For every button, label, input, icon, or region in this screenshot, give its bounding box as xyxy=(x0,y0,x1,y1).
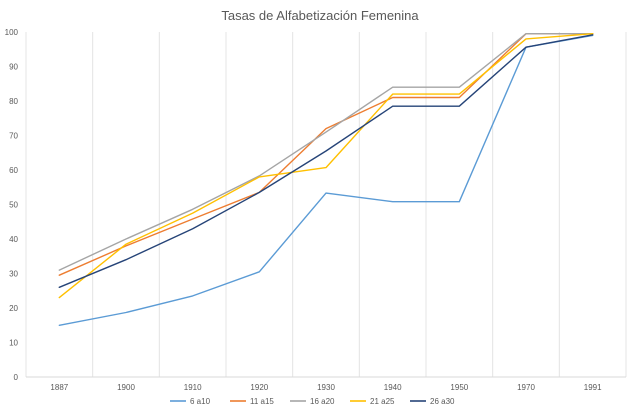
legend-label: 6 a10 xyxy=(190,397,211,406)
axes: 0 10 20 30 40 50 60 70 80 90 100 1887 1900 1910 1920 19… xyxy=(5,28,626,392)
x-tick-label: 1930 xyxy=(317,383,335,392)
y-tick-label: 10 xyxy=(9,339,18,348)
x-tick-label: 1887 xyxy=(50,383,68,392)
x-tick-label: 1920 xyxy=(250,383,268,392)
legend: 6 a10 11 a15 16 a20 21 a25 26 a30 xyxy=(170,397,455,406)
y-tick-label: 0 xyxy=(14,373,19,382)
x-tick-label: 1950 xyxy=(450,383,468,392)
series-line-2 xyxy=(58,33,594,276)
y-tick-label: 20 xyxy=(9,304,18,313)
x-tick-label: 1910 xyxy=(184,383,202,392)
legend-label: 21 a25 xyxy=(370,397,395,406)
y-tick-label: 100 xyxy=(5,28,19,37)
y-tick-label: 50 xyxy=(9,201,18,210)
series-line-3 xyxy=(58,33,594,271)
legend-label: 16 a20 xyxy=(310,397,335,406)
legend-item: 26 a30 xyxy=(410,397,455,406)
y-tick-label: 70 xyxy=(9,132,18,141)
gridlines xyxy=(25,32,627,377)
x-tick-label: 1900 xyxy=(117,383,135,392)
legend-label: 26 a30 xyxy=(430,397,455,406)
x-tick-label: 1940 xyxy=(384,383,402,392)
series-line-5 xyxy=(58,34,594,288)
y-tick-label: 30 xyxy=(9,270,18,279)
y-tick-label: 90 xyxy=(9,63,18,72)
x-tick-label: 1991 xyxy=(584,383,602,392)
legend-item: 21 a25 xyxy=(350,397,395,406)
legend-item: 6 a10 xyxy=(170,397,211,406)
legend-item: 16 a20 xyxy=(290,397,335,406)
y-tick-label: 60 xyxy=(9,166,18,175)
legend-item: 11 a15 xyxy=(230,397,274,406)
legend-label: 11 a15 xyxy=(250,397,274,406)
chart-title: Tasas de Alfabetización Femenina xyxy=(221,8,419,23)
series-line-4 xyxy=(58,33,594,299)
series-lines xyxy=(58,33,594,326)
series-line-1 xyxy=(58,34,594,326)
x-tick-label: 1970 xyxy=(517,383,535,392)
y-tick-label: 40 xyxy=(9,235,18,244)
y-tick-label: 80 xyxy=(9,97,18,106)
